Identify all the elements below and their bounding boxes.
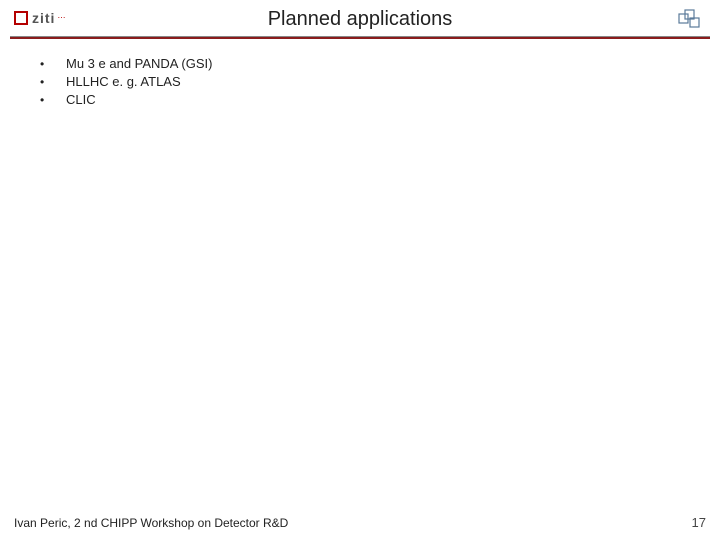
footer-text: Ivan Peric, 2 nd CHIPP Workshop on Detec… <box>14 516 288 530</box>
list-item: • HLLHC e. g. ATLAS <box>40 74 700 89</box>
content: • Mu 3 e and PANDA (GSI) • HLLHC e. g. A… <box>40 56 700 110</box>
slide: ziti ⋯ Planned applications • Mu 3 e and… <box>0 0 720 540</box>
bullet-icon: • <box>40 74 66 89</box>
header: ziti ⋯ Planned applications <box>0 0 720 38</box>
bullet-icon: • <box>40 56 66 71</box>
list-item: • Mu 3 e and PANDA (GSI) <box>40 56 700 71</box>
page-number: 17 <box>692 515 706 530</box>
divider-red <box>10 37 710 39</box>
page-title: Planned applications <box>0 8 720 31</box>
bullet-text: Mu 3 e and PANDA (GSI) <box>66 56 212 71</box>
bullet-text: HLLHC e. g. ATLAS <box>66 74 181 89</box>
logo-right-icon <box>678 8 700 30</box>
bullet-text: CLIC <box>66 92 96 107</box>
footer: Ivan Peric, 2 nd CHIPP Workshop on Detec… <box>14 515 706 530</box>
list-item: • CLIC <box>40 92 700 107</box>
bullet-icon: • <box>40 92 66 107</box>
